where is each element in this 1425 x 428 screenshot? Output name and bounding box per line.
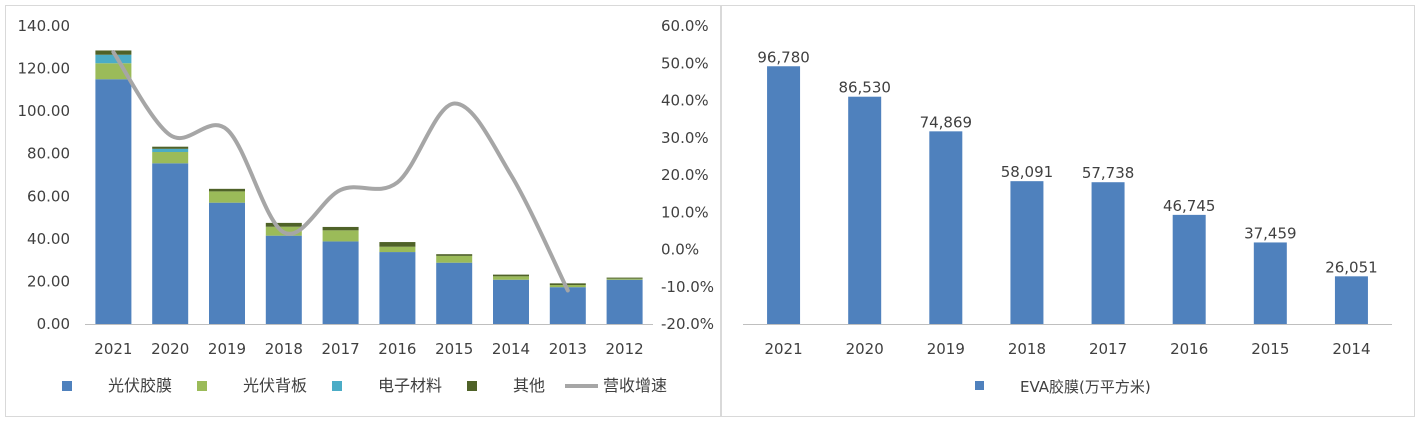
legend-label: 营收增速 [603,376,667,395]
right-y-tick-label: -10.0% [661,278,714,296]
left-x-tick-label: 2021 [94,340,132,358]
stacked-bar-segment [436,262,473,324]
right-x-tick-label: 2015 [1251,340,1289,358]
stacked-bar-segment [152,146,189,149]
left-x-tick-label: 2013 [549,340,587,358]
stacked-bar-segment [379,252,416,324]
left-y-tick-label: 140.00 [18,17,71,35]
right-y-tick-label: 40.0% [661,92,709,110]
left-x-tick-label: 2015 [435,340,473,358]
legend-swatch [975,381,984,390]
data-label: 96,780 [757,48,810,66]
right-x-tick-label: 2014 [1332,340,1370,358]
legend-label: 光伏胶膜 [108,376,172,395]
stacked-bar-segment [152,152,189,164]
bar [929,131,963,324]
legend-swatch [467,381,477,391]
right-x-tick-label: 2021 [764,340,802,358]
left-y-tick-label: 20.00 [27,272,70,290]
stacked-bar-segment [436,255,473,263]
bar [848,96,882,324]
left-y-tick-label: 40.00 [27,230,70,248]
left-x-tick-label: 2016 [378,340,416,358]
bar [1334,276,1368,324]
data-label: 86,530 [838,79,891,97]
bar [1010,181,1044,324]
right-x-tick-label: 2018 [1008,340,1046,358]
stacked-bar-segment [152,163,189,324]
right-y-tick-label: 60.0% [661,17,709,35]
right-y-tick-label: 20.0% [661,166,709,184]
stacked-bar-segment [265,222,302,227]
data-label: 37,459 [1244,224,1297,242]
stacked-bar-segment [152,148,189,153]
stacked-bar-segment [549,287,586,324]
stacked-bar-segment [95,79,132,324]
data-label: 26,051 [1325,258,1378,276]
stacked-bar-segment [436,254,473,256]
right-y-tick-label: 30.0% [661,129,709,147]
stacked-bar-segment [322,241,359,324]
legend-label: EVA胶膜(万平方米) [1020,378,1151,396]
right-x-tick-label: 2019 [927,340,965,358]
stacked-bar-segment [379,246,416,253]
stacked-bar-segment [493,276,529,280]
right-x-tick-label: 2020 [846,340,884,358]
bar [1091,182,1125,324]
stacked-bar-segment [606,277,643,279]
right-x-tick-label: 2017 [1089,340,1127,358]
left-x-tick-label: 2014 [492,340,530,358]
left-y-tick-label: 80.00 [27,145,70,163]
stacked-bar-segment [265,235,302,324]
left-panel-border [5,5,721,417]
right-x-tick-label: 2016 [1170,340,1208,358]
right-y-tick-label: 50.0% [661,54,709,72]
stacked-bar-segment [493,274,529,277]
data-label: 57,738 [1082,164,1135,182]
left-y-tick-label: 120.00 [18,60,71,78]
left-y-tick-label: 0.00 [37,315,70,333]
legend-label: 其他 [513,376,545,395]
left-x-tick-label: 2020 [151,340,189,358]
stacked-bar-segment [322,226,359,231]
stacked-bar-segment [209,202,245,324]
left-y-tick-label: 60.00 [27,187,70,205]
left-x-tick-label: 2019 [208,340,246,358]
left-y-tick-label: 100.00 [18,102,71,120]
data-label: 58,091 [1001,163,1054,181]
stacked-bar-segment [95,54,132,64]
stacked-bar-segment [209,191,245,203]
left-x-tick-label: 2012 [606,340,644,358]
data-label: 46,745 [1163,197,1216,215]
stacked-bar-segment [379,242,416,247]
stacked-bar-segment [209,188,245,192]
legend-swatch [197,381,207,391]
legend-label: 电子材料 [378,376,442,395]
bar [767,66,801,324]
bar [1253,242,1287,324]
stacked-bar-segment [493,279,529,324]
right-y-tick-label: 0.0% [661,241,699,259]
stacked-bar-segment [549,283,586,286]
legend-swatch [62,381,72,391]
left-x-tick-label: 2018 [265,340,303,358]
right-y-tick-label: 10.0% [661,203,709,221]
stacked-bar-segment [606,279,643,324]
right-panel-border [721,5,1415,417]
legend-label: 光伏背板 [243,376,307,395]
data-label: 74,869 [920,113,973,131]
stacked-bar-segment [606,278,643,280]
bar [1172,214,1206,324]
growth-rate-line [111,50,570,293]
left-x-tick-label: 2017 [322,340,360,358]
legend-swatch [332,381,342,391]
stacked-bar-segment [322,230,359,242]
right-y-tick-label: -20.0% [661,315,714,333]
